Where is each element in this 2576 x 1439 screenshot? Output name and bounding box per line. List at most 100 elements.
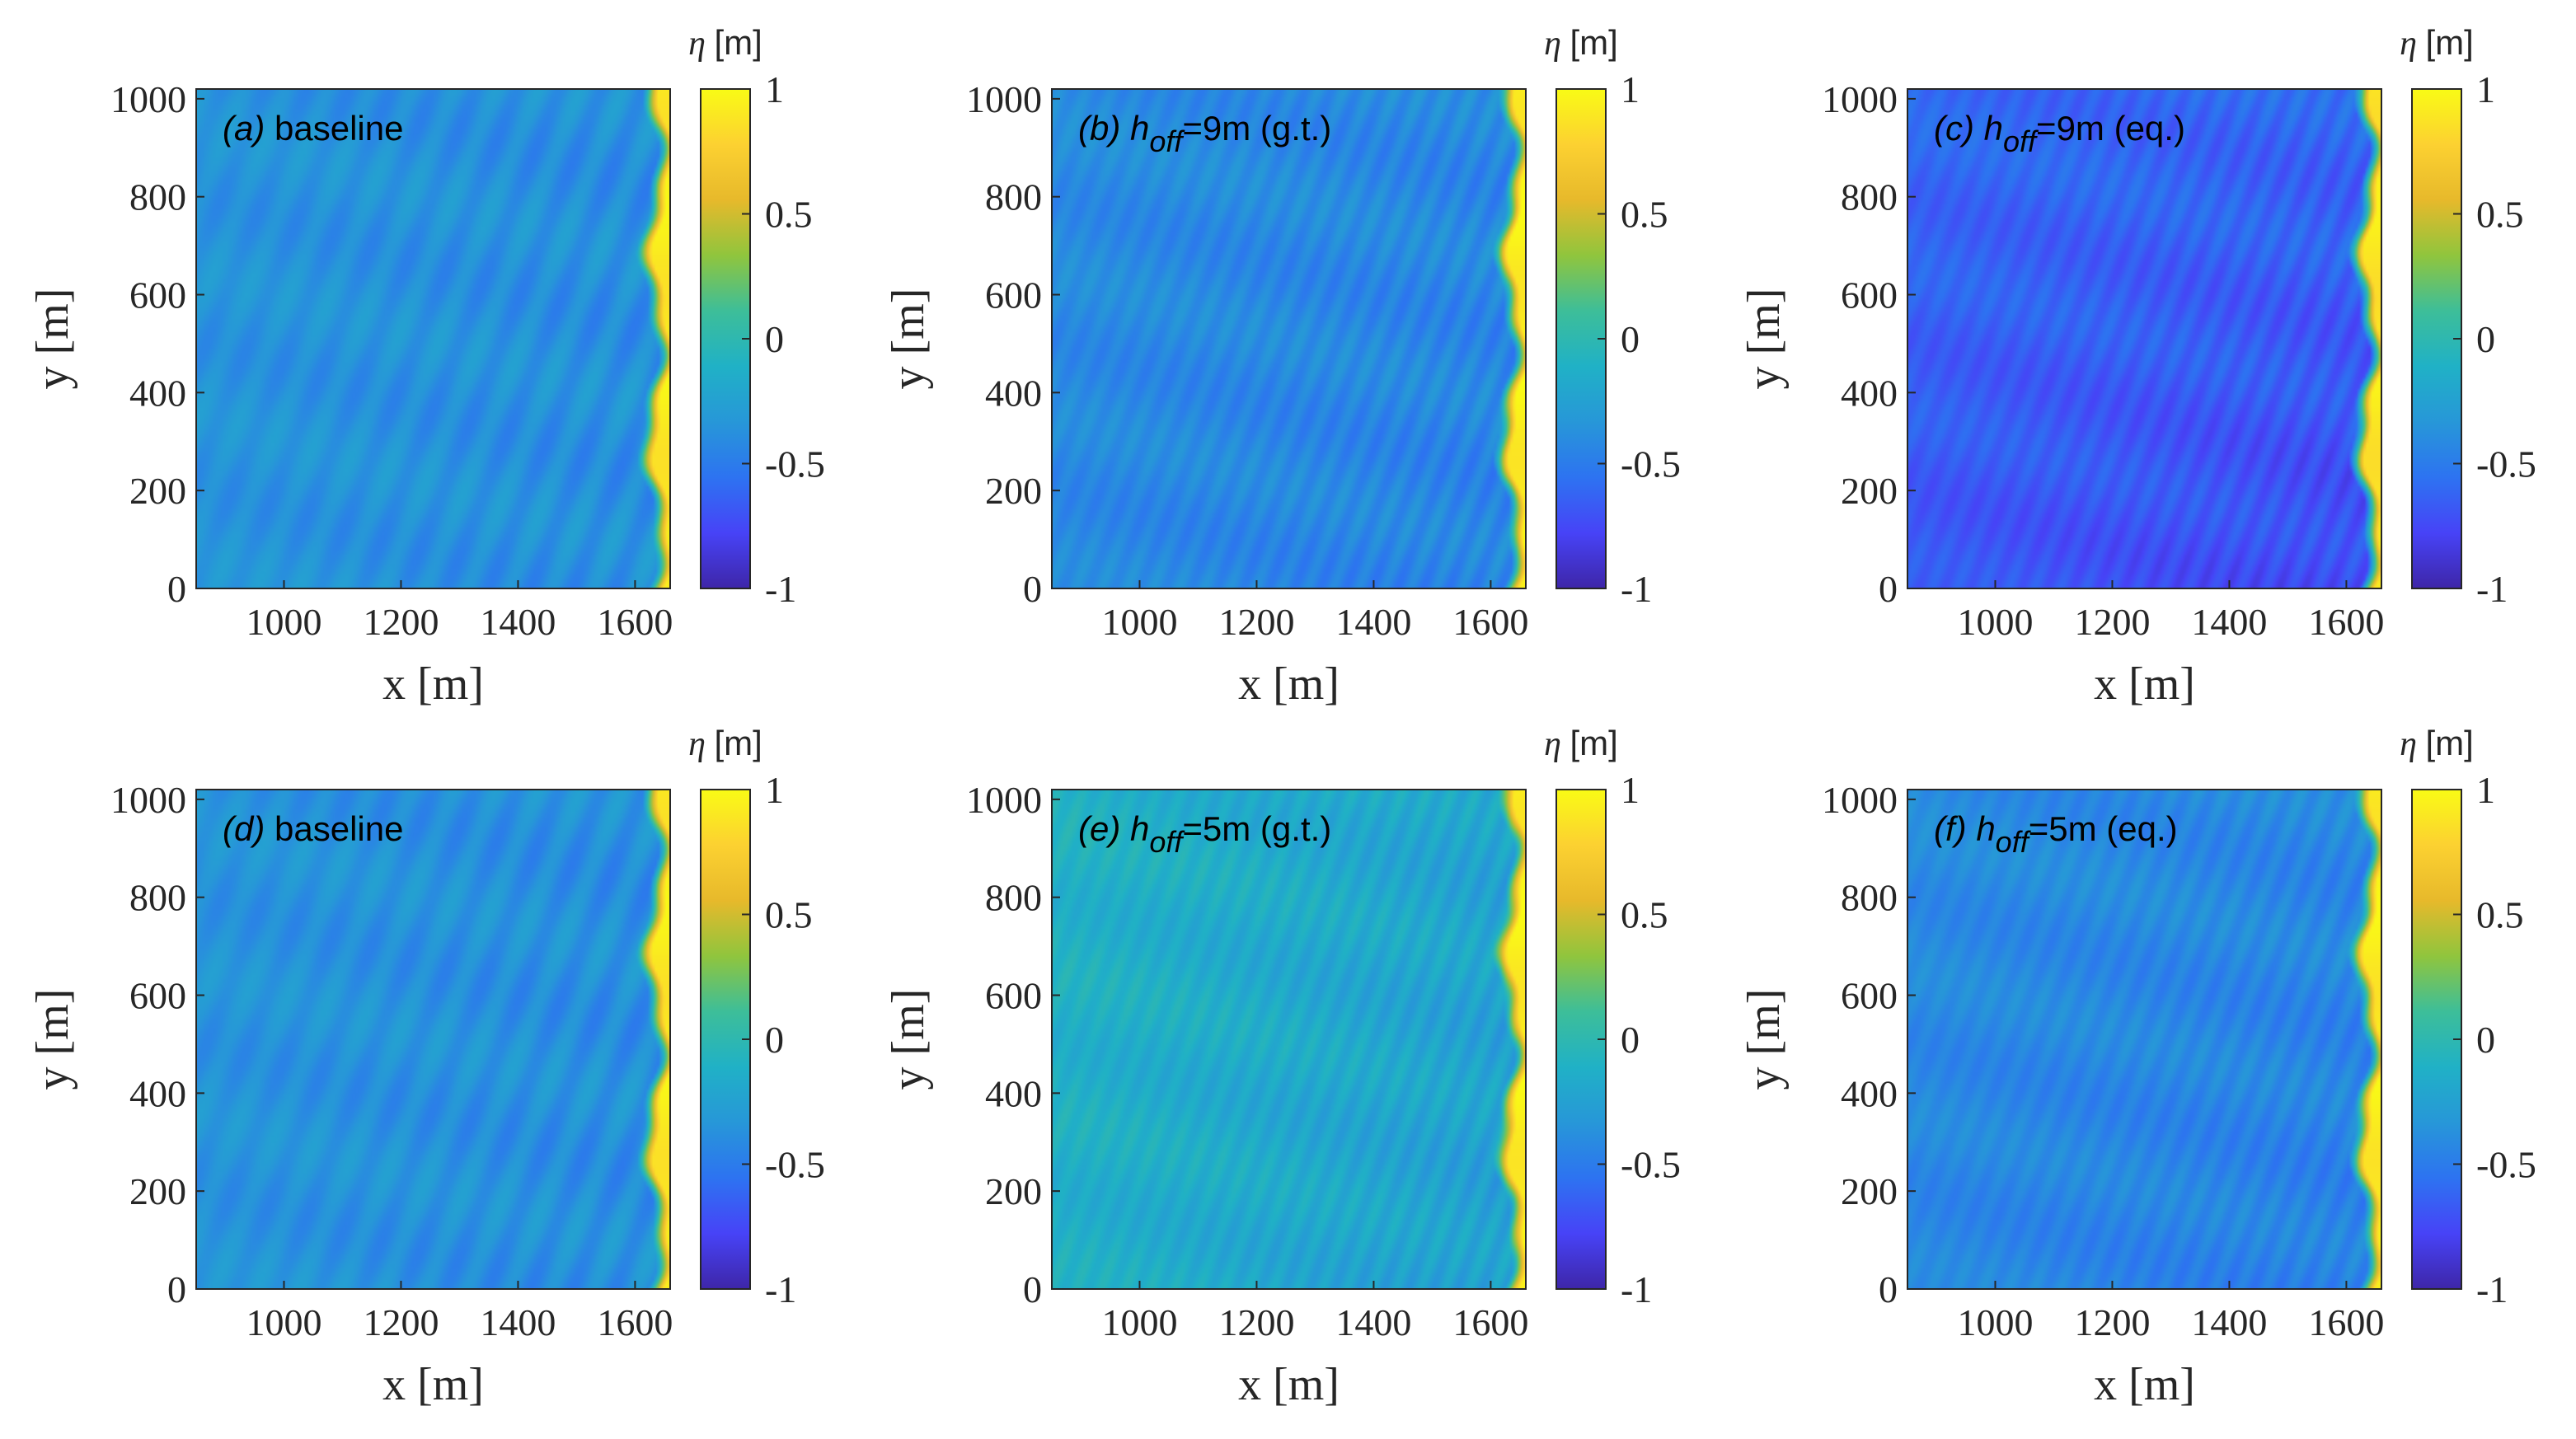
y-tick-label: 600 xyxy=(129,975,186,1017)
colorbar-symbol: η xyxy=(2400,725,2425,763)
colorbar-tick-label: 0 xyxy=(1621,318,1640,360)
colorbar-tick-label: 0.5 xyxy=(1621,894,1668,936)
y-tick-label: 800 xyxy=(129,176,186,218)
panel-title-part: off xyxy=(1149,825,1185,859)
colorbar-tick-label: 1 xyxy=(2476,68,2495,110)
panel-title-part: off xyxy=(1996,825,2032,859)
colorbar-tick-label: -0.5 xyxy=(765,443,825,485)
colorbar-tick-label: 1 xyxy=(2476,769,2495,811)
y-tick-label: 600 xyxy=(1841,274,1898,316)
x-tick-label: 1600 xyxy=(2308,601,2384,643)
panel-label: (d) baseline xyxy=(223,809,403,848)
panel-title-part: h xyxy=(1130,809,1149,848)
panel-tag: (b) xyxy=(1078,109,1130,148)
colorbar-tick-label: -1 xyxy=(1621,568,1652,610)
colorbar-symbol: η xyxy=(1544,725,1570,763)
colorbar-title: η [m] xyxy=(688,23,762,63)
y-tick-label: 200 xyxy=(985,1170,1042,1212)
colorbar-tick-label: 0.5 xyxy=(765,894,813,936)
heatmap-e xyxy=(1052,790,1526,1289)
y-tick-label: 600 xyxy=(129,274,186,316)
y-tick-label: 200 xyxy=(1841,470,1898,512)
x-tick-label: 1600 xyxy=(2308,1301,2384,1343)
panel-title-part: =9m (g.t.) xyxy=(1182,109,1331,148)
panel-c: 1000 1200 1400 1600 0 200 400 600 800 1000 x [m] y … xyxy=(1738,23,2536,710)
colorbar-tick-label: 0 xyxy=(1621,1019,1640,1061)
heatmap-f xyxy=(1907,790,2381,1289)
x-tick-label: 1000 xyxy=(246,1301,321,1343)
y-tick-label: 200 xyxy=(129,470,186,512)
x-tick-label: 1000 xyxy=(1957,601,2033,643)
colorbar-tick-label: -1 xyxy=(2476,1268,2508,1310)
colorbar-tick-label: -0.5 xyxy=(1621,443,1681,485)
colorbar-symbol: η xyxy=(1544,25,1570,63)
x-tick-label: 1600 xyxy=(1452,601,1528,643)
axes-frame xyxy=(195,88,671,589)
colorbar-unit: [m] xyxy=(715,724,762,762)
y-tick-label: 600 xyxy=(985,274,1042,316)
y-tick-label: 0 xyxy=(1023,568,1042,610)
y-tick-label: 400 xyxy=(985,1072,1042,1114)
y-tick-label: 800 xyxy=(985,877,1042,919)
panel-label: (c) hoff=9m (eq.) xyxy=(1934,109,2185,158)
colorbar-title: η [m] xyxy=(1544,23,1618,63)
x-tick-label: 1600 xyxy=(597,1301,673,1343)
y-tick-label: 0 xyxy=(1023,1268,1042,1310)
x-tick-label: 1400 xyxy=(480,1301,556,1343)
y-tick-label: 1000 xyxy=(966,779,1042,821)
y-tick-label: 600 xyxy=(985,975,1042,1017)
colorbar-tick-label: 1 xyxy=(765,769,784,811)
panel-title-part: baseline xyxy=(274,109,403,148)
y-axis-label: y [m] xyxy=(883,288,934,390)
y-axis-label: y [m] xyxy=(1738,989,1790,1090)
colorbar-unit: [m] xyxy=(715,23,762,62)
x-tick-label: 1600 xyxy=(597,601,673,643)
colorbar-title: η [m] xyxy=(1544,724,1618,763)
y-tick-label: 1000 xyxy=(966,78,1042,120)
y-tick-label: 0 xyxy=(1879,1268,1898,1310)
panel-title-part: =9m (eq.) xyxy=(2036,109,2185,148)
panel-tag: (f) xyxy=(1934,809,1976,848)
y-tick-label: 400 xyxy=(129,1072,186,1114)
x-tick-label: 1200 xyxy=(2074,601,2150,643)
panel-e: 1000 1200 1400 1600 0 200 400 600 800 1000 x [m] y … xyxy=(883,724,1681,1410)
y-tick-label: 200 xyxy=(1841,1170,1898,1212)
panel-tag: (c) xyxy=(1934,109,1984,148)
y-tick-label: 1000 xyxy=(1822,779,1898,821)
colorbar-tick-label: 0 xyxy=(2476,318,2495,360)
colorbar-tick-label: 1 xyxy=(1621,68,1640,110)
axes-frame xyxy=(1907,789,2382,1290)
colorbar-unit: [m] xyxy=(2426,724,2474,762)
x-tick-label: 1000 xyxy=(1101,1301,1177,1343)
colorbar-symbol: η xyxy=(688,25,714,63)
colorbar-tick-label: -0.5 xyxy=(2476,443,2536,485)
panel-title-part: h xyxy=(1984,109,2003,148)
axes-frame xyxy=(1907,88,2382,589)
axes-frame xyxy=(195,789,671,1290)
colorbar-unit: [m] xyxy=(1570,724,1618,762)
panel-tag: (e) xyxy=(1078,809,1130,848)
y-tick-label: 800 xyxy=(985,176,1042,218)
x-tick-label: 1400 xyxy=(2191,601,2267,643)
x-tick-label: 1000 xyxy=(1101,601,1177,643)
colorbar-unit: [m] xyxy=(2426,23,2474,62)
colorbar-tick-label: 0 xyxy=(765,1019,784,1061)
colorbar-title: η [m] xyxy=(2400,724,2474,763)
y-tick-label: 800 xyxy=(129,877,186,919)
colorbar-tick-label: 0.5 xyxy=(1621,194,1668,236)
y-tick-label: 600 xyxy=(1841,975,1898,1017)
colorbar-tick-label: 0.5 xyxy=(2476,194,2524,236)
y-tick-label: 400 xyxy=(1841,1072,1898,1114)
colorbar-tick-label: 0.5 xyxy=(765,194,813,236)
panel-f: 1000 1200 1400 1600 0 200 400 600 800 1000 x [m] y … xyxy=(1738,724,2536,1410)
colorbar-tick-label: -1 xyxy=(1621,1268,1652,1310)
x-axis-label: x [m] xyxy=(2094,1359,2195,1410)
colorbar-symbol: η xyxy=(688,725,714,763)
colorbar-tick-label: -0.5 xyxy=(1621,1144,1681,1186)
panel-title-part: baseline xyxy=(274,809,403,848)
colorbar-tick-label: 1 xyxy=(765,68,784,110)
colorbar-title: η [m] xyxy=(688,724,762,763)
heatmap-d xyxy=(196,790,670,1289)
heatmap-c xyxy=(1907,89,2381,588)
y-tick-label: 200 xyxy=(129,1170,186,1212)
